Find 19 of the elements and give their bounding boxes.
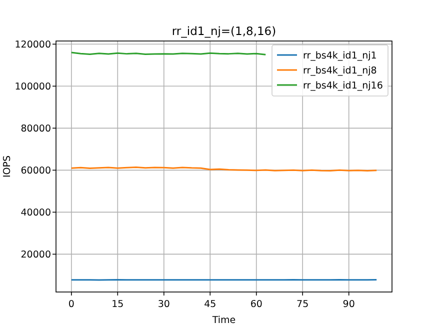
chart-title: rr_id1_nj=(1,8,16) [172, 24, 276, 38]
y-tick-label: 80000 [20, 124, 51, 135]
legend-label: rr_bs4k_id1_nj8 [303, 66, 377, 76]
x-tick-label: 0 [68, 299, 74, 310]
y-tick-label: 40000 [20, 208, 51, 219]
x-tick-label: 30 [158, 299, 170, 310]
x-axis-title: Time [211, 315, 236, 326]
x-tick-label: 75 [296, 299, 309, 310]
y-axis-title: IOPS [2, 155, 13, 178]
x-tick-label: 15 [112, 299, 124, 310]
legend-label: rr_bs4k_id1_nj1 [303, 50, 377, 62]
y-tick-label: 100000 [14, 82, 51, 93]
y-tick-label: 120000 [14, 40, 51, 51]
x-tick-label: 45 [204, 299, 216, 310]
legend-label: rr_bs4k_id1_nj16 [303, 80, 383, 92]
y-tick-label: 60000 [20, 166, 51, 177]
y-tick-label: 20000 [20, 250, 51, 261]
x-tick-label: 90 [342, 299, 355, 310]
x-tick-label: 60 [250, 299, 262, 310]
